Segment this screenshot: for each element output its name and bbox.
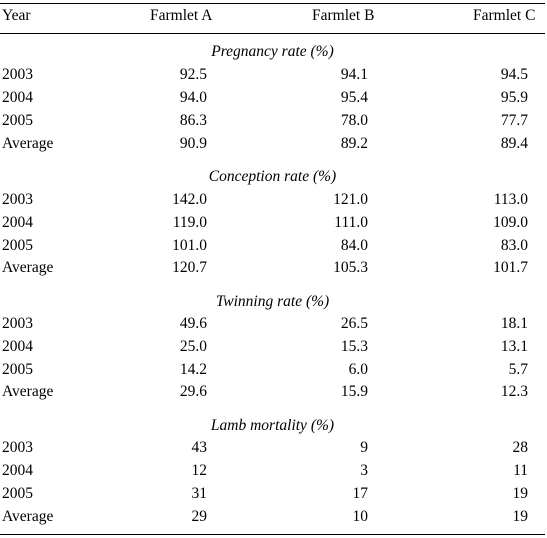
table-row: 2005 14.2 6.0 5.7 <box>0 359 545 381</box>
cell-farmlet-c: 113.0 <box>493 191 528 208</box>
cell-farmlet-c: 95.9 <box>500 89 528 106</box>
cell-farmlet-b: 15.3 <box>340 338 368 355</box>
header-farmlet-a: Farmlet A <box>150 7 213 24</box>
cell-farmlet-b: 15.9 <box>340 383 368 400</box>
cell-farmlet-a: 43 <box>191 439 208 456</box>
table-row: Average 29 10 19 <box>0 506 545 528</box>
row-year: Average <box>2 259 54 276</box>
cell-farmlet-b: 121.0 <box>333 191 368 208</box>
cell-farmlet-a: 29 <box>191 508 208 525</box>
row-year: 2005 <box>2 485 33 502</box>
table-row: 2004 94.0 95.4 95.9 <box>0 87 545 109</box>
cell-farmlet-b: 95.4 <box>340 89 368 106</box>
cell-farmlet-a: 90.9 <box>179 135 207 152</box>
cell-farmlet-b: 9 <box>360 439 368 456</box>
cell-farmlet-a: 119.0 <box>172 214 207 231</box>
row-year: Average <box>2 383 54 400</box>
table-row: 2003 49.6 26.5 18.1 <box>0 313 545 335</box>
cell-farmlet-a: 31 <box>191 485 208 502</box>
cell-farmlet-b: 94.1 <box>340 66 368 83</box>
row-year: 2003 <box>2 66 33 83</box>
table-row: 2005 31 17 19 <box>0 483 545 505</box>
cell-farmlet-a: 142.0 <box>172 191 207 208</box>
cell-farmlet-a: 14.2 <box>179 361 207 378</box>
cell-farmlet-c: 13.1 <box>500 338 528 355</box>
table-row: 2004 119.0 111.0 109.0 <box>0 212 545 234</box>
row-year: 2004 <box>2 214 33 231</box>
table-row: Average 90.9 89.2 89.4 <box>0 133 545 155</box>
row-year: 2004 <box>2 462 33 479</box>
header-rule <box>0 33 545 34</box>
cell-farmlet-b: 3 <box>360 462 368 479</box>
cell-farmlet-a: 120.7 <box>172 259 207 276</box>
cell-farmlet-c: 5.7 <box>508 361 528 378</box>
header-row: Year Farmlet A Farmlet B Farmlet C <box>0 5 545 27</box>
table-row: 2003 92.5 94.1 94.5 <box>0 64 545 86</box>
cell-farmlet-b: 111.0 <box>334 214 368 231</box>
section-title-twinning: Twinning rate (%) <box>215 293 330 310</box>
header-farmlet-c: Farmlet C <box>473 7 536 24</box>
cell-farmlet-a: 92.5 <box>179 66 207 83</box>
section-title-lamb-mortality: Lamb mortality (%) <box>210 417 335 434</box>
row-year: 2004 <box>2 338 33 355</box>
section-title-pregnancy: Pregnancy rate (%) <box>211 43 334 60</box>
cell-farmlet-c: 18.1 <box>500 315 528 332</box>
cell-farmlet-c: 83.0 <box>500 237 528 254</box>
row-year: 2005 <box>2 237 33 254</box>
header-farmlet-b: Farmlet B <box>312 7 375 24</box>
cell-farmlet-c: 89.4 <box>500 135 528 152</box>
cell-farmlet-a: 12 <box>191 462 208 479</box>
cell-farmlet-c: 94.5 <box>500 66 528 83</box>
cell-farmlet-b: 89.2 <box>340 135 368 152</box>
cell-farmlet-a: 29.6 <box>179 383 207 400</box>
row-year: Average <box>2 135 54 152</box>
row-year: 2003 <box>2 439 33 456</box>
cell-farmlet-c: 28 <box>512 439 529 456</box>
cell-farmlet-b: 6.0 <box>348 361 368 378</box>
cell-farmlet-c: 12.3 <box>500 383 528 400</box>
cell-farmlet-b: 26.5 <box>340 315 368 332</box>
cell-farmlet-b: 84.0 <box>340 237 368 254</box>
cell-farmlet-c: 11 <box>513 462 528 479</box>
cell-farmlet-c: 109.0 <box>493 214 528 231</box>
table-bottom-rule <box>0 534 545 535</box>
row-year: 2005 <box>2 361 33 378</box>
table-row: 2005 101.0 84.0 83.0 <box>0 235 545 257</box>
cell-farmlet-c: 101.7 <box>493 259 528 276</box>
cell-farmlet-b: 17 <box>352 485 369 502</box>
section-title-conception: Conception rate (%) <box>208 168 337 185</box>
cell-farmlet-b: 10 <box>352 508 369 525</box>
table-row: 2004 25.0 15.3 13.1 <box>0 336 545 358</box>
cell-farmlet-c: 19 <box>512 485 529 502</box>
row-year: 2005 <box>2 112 33 129</box>
row-year: 2004 <box>2 89 33 106</box>
cell-farmlet-b: 105.3 <box>333 259 368 276</box>
cell-farmlet-a: 94.0 <box>179 89 207 106</box>
row-year: Average <box>2 508 54 525</box>
cell-farmlet-a: 25.0 <box>179 338 207 355</box>
cell-farmlet-a: 49.6 <box>179 315 207 332</box>
table-row: 2003 43 9 28 <box>0 437 545 459</box>
row-year: 2003 <box>2 191 33 208</box>
cell-farmlet-c: 19 <box>512 508 529 525</box>
table-top-rule <box>0 3 545 4</box>
row-year: 2003 <box>2 315 33 332</box>
cell-farmlet-a: 86.3 <box>179 112 207 129</box>
table-row: Average 29.6 15.9 12.3 <box>0 381 545 403</box>
table-row: 2005 86.3 78.0 77.7 <box>0 110 545 132</box>
cell-farmlet-a: 101.0 <box>172 237 207 254</box>
cell-farmlet-b: 78.0 <box>340 112 368 129</box>
cell-farmlet-c: 77.7 <box>500 112 528 129</box>
table-row: Average 120.7 105.3 101.7 <box>0 257 545 279</box>
table-row: 2003 142.0 121.0 113.0 <box>0 189 545 211</box>
header-year: Year <box>2 7 31 24</box>
table-row: 2004 12 3 11 <box>0 460 545 482</box>
